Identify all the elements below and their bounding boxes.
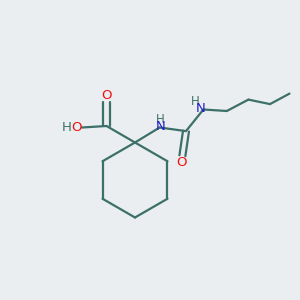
Text: N: N bbox=[196, 102, 205, 116]
Text: O: O bbox=[71, 121, 82, 134]
Text: O: O bbox=[176, 156, 187, 170]
Text: O: O bbox=[101, 89, 112, 102]
Text: N: N bbox=[155, 120, 165, 134]
Text: H: H bbox=[190, 95, 200, 108]
Text: H: H bbox=[156, 113, 165, 126]
Text: H: H bbox=[62, 121, 72, 134]
